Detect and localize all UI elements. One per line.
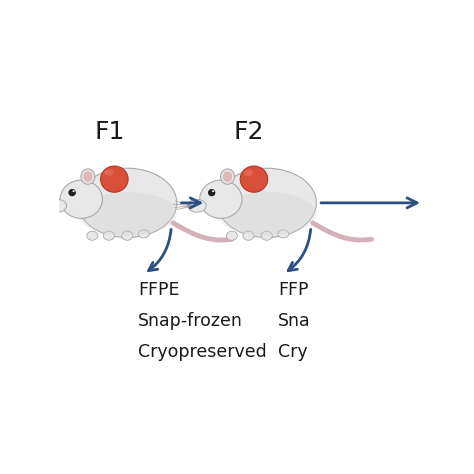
Ellipse shape bbox=[223, 171, 232, 182]
Ellipse shape bbox=[187, 204, 191, 208]
Text: Sna: Sna bbox=[278, 312, 310, 330]
Text: F2: F2 bbox=[234, 120, 264, 144]
Ellipse shape bbox=[73, 190, 75, 192]
Ellipse shape bbox=[83, 171, 92, 182]
Ellipse shape bbox=[81, 169, 95, 184]
Text: Snap-frozen: Snap-frozen bbox=[138, 312, 243, 330]
Ellipse shape bbox=[200, 180, 242, 219]
Ellipse shape bbox=[78, 192, 177, 236]
Text: Cryopreserved: Cryopreserved bbox=[138, 343, 267, 361]
Ellipse shape bbox=[212, 190, 214, 192]
Ellipse shape bbox=[227, 231, 237, 240]
Ellipse shape bbox=[217, 192, 317, 236]
Ellipse shape bbox=[217, 168, 317, 237]
Ellipse shape bbox=[243, 231, 254, 240]
Ellipse shape bbox=[138, 230, 149, 238]
Text: F1: F1 bbox=[94, 120, 125, 144]
Ellipse shape bbox=[278, 230, 289, 238]
Ellipse shape bbox=[48, 200, 66, 212]
Ellipse shape bbox=[240, 166, 268, 192]
Ellipse shape bbox=[244, 169, 253, 176]
Ellipse shape bbox=[87, 231, 98, 240]
Ellipse shape bbox=[188, 200, 206, 212]
Ellipse shape bbox=[103, 231, 114, 240]
Ellipse shape bbox=[122, 231, 133, 240]
Ellipse shape bbox=[60, 180, 102, 219]
Ellipse shape bbox=[69, 190, 75, 196]
Text: FFPE: FFPE bbox=[138, 282, 180, 300]
Ellipse shape bbox=[209, 190, 215, 196]
Ellipse shape bbox=[220, 169, 235, 184]
Ellipse shape bbox=[100, 166, 128, 192]
Ellipse shape bbox=[104, 169, 113, 176]
Text: FFP: FFP bbox=[278, 282, 308, 300]
Ellipse shape bbox=[261, 231, 272, 240]
Ellipse shape bbox=[47, 204, 52, 208]
Ellipse shape bbox=[78, 168, 177, 237]
Text: Cry: Cry bbox=[278, 343, 308, 361]
